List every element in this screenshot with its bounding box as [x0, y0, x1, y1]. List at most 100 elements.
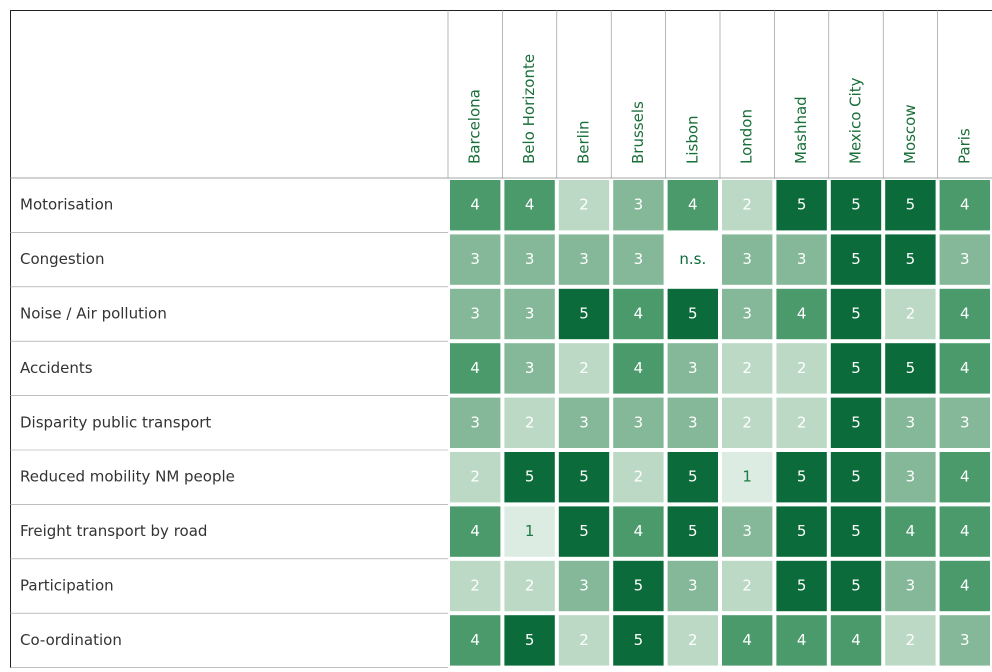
- cell-value: 3: [797, 250, 807, 268]
- cell-value: 2: [525, 577, 535, 595]
- cell-value: 2: [470, 468, 480, 486]
- cell-value: 3: [470, 305, 480, 323]
- cell-value: 3: [688, 359, 698, 377]
- row-label: Motorisation: [20, 196, 113, 214]
- cell-value: 4: [525, 196, 535, 214]
- cell-value: 2: [579, 359, 589, 377]
- cell-value: 5: [851, 359, 861, 377]
- column-header: Brussels: [629, 101, 647, 164]
- cell-value: 5: [579, 305, 589, 323]
- cell-value: 2: [906, 305, 916, 323]
- cell-value: 4: [960, 522, 970, 540]
- cell-value: 5: [688, 522, 698, 540]
- cell-value: 4: [960, 196, 970, 214]
- cell-value: 5: [797, 577, 807, 595]
- cell-value: 3: [525, 305, 535, 323]
- cell-value: 3: [742, 250, 752, 268]
- cell-value: 5: [797, 468, 807, 486]
- cell-value: 4: [960, 305, 970, 323]
- column-header: Berlin: [575, 120, 593, 164]
- cell-value: 3: [960, 413, 970, 431]
- cell-value: 2: [906, 631, 916, 649]
- cell-value: 4: [960, 577, 970, 595]
- cell-value: 5: [906, 196, 916, 214]
- cell-value: 4: [688, 196, 698, 214]
- cell-value: 3: [906, 468, 916, 486]
- row-label: Participation: [20, 577, 114, 595]
- cell-value: 2: [797, 413, 807, 431]
- cell-value: 3: [906, 413, 916, 431]
- cell-value: 5: [851, 196, 861, 214]
- cell-value: n.s.: [679, 250, 706, 268]
- cell-value: 3: [470, 413, 480, 431]
- cell-value: 3: [579, 577, 589, 595]
- cell-value: 3: [579, 250, 589, 268]
- cell-value: 3: [470, 250, 480, 268]
- cell-value: 2: [634, 468, 644, 486]
- cell-value: 3: [688, 413, 698, 431]
- cell-value: 2: [525, 413, 535, 431]
- cell-value: 3: [525, 359, 535, 377]
- cell-value: 5: [851, 522, 861, 540]
- column-header: Paris: [955, 128, 973, 164]
- row-label: Co-ordination: [20, 631, 122, 649]
- cell-value: 2: [742, 413, 752, 431]
- cell-value: 2: [742, 577, 752, 595]
- cell-value: 3: [688, 577, 698, 595]
- cell-value: 3: [742, 305, 752, 323]
- cell-value: 4: [742, 631, 752, 649]
- cell-value: 5: [688, 305, 698, 323]
- cell-value: 3: [525, 250, 535, 268]
- cell-value: 4: [851, 631, 861, 649]
- row-label: Disparity public transport: [20, 413, 211, 431]
- cell-value: 3: [634, 250, 644, 268]
- cell-value: 4: [906, 522, 916, 540]
- cell-value: 4: [960, 468, 970, 486]
- cell-value: 5: [851, 468, 861, 486]
- row-label: Reduced mobility NM people: [20, 468, 235, 486]
- cell-value: 3: [634, 413, 644, 431]
- column-header: Moscow: [901, 104, 919, 164]
- cell-value: 4: [470, 196, 480, 214]
- cell-value: 5: [797, 196, 807, 214]
- column-header: Mexico City: [847, 77, 865, 164]
- cell-value: 5: [634, 631, 644, 649]
- cell-value: 3: [906, 577, 916, 595]
- cell-value: 5: [851, 250, 861, 268]
- cell-value: 5: [797, 522, 807, 540]
- cell-value: 4: [470, 631, 480, 649]
- cell-value: 2: [742, 196, 752, 214]
- cell-value: 3: [960, 631, 970, 649]
- cell-value: 5: [579, 522, 589, 540]
- cell-value: 5: [906, 250, 916, 268]
- cell-value: 5: [579, 468, 589, 486]
- row-label: Accidents: [20, 359, 93, 377]
- row-label: Noise / Air pollution: [20, 305, 167, 323]
- cell-value: 5: [525, 468, 535, 486]
- column-header: Lisbon: [683, 115, 701, 164]
- cell-value: 4: [797, 305, 807, 323]
- cell-value: 2: [579, 631, 589, 649]
- cell-value: 2: [470, 577, 480, 595]
- cell-value: 5: [851, 413, 861, 431]
- column-header: London: [738, 109, 756, 164]
- cell-value: 1: [525, 522, 535, 540]
- cell-value: 5: [851, 577, 861, 595]
- cell-value: 5: [851, 305, 861, 323]
- cell-value: 4: [634, 522, 644, 540]
- cell-value: 3: [742, 522, 752, 540]
- cell-value: 5: [688, 468, 698, 486]
- row-label: Congestion: [20, 250, 104, 268]
- cell-value: 3: [960, 250, 970, 268]
- cell-value: 2: [797, 359, 807, 377]
- cell-value: 2: [688, 631, 698, 649]
- cell-value: 2: [742, 359, 752, 377]
- cell-value: 1: [742, 468, 752, 486]
- cell-value: 5: [634, 577, 644, 595]
- cell-value: 4: [797, 631, 807, 649]
- cell-value: 4: [634, 305, 644, 323]
- column-header: Mashhad: [792, 96, 810, 164]
- column-header: Belo Horizonte: [520, 54, 538, 164]
- cell-value: 2: [579, 196, 589, 214]
